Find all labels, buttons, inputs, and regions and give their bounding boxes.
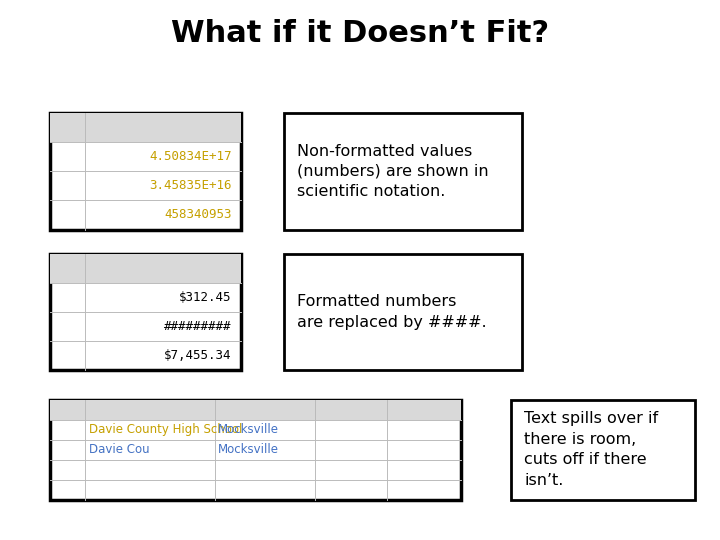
Text: What if it Doesn’t Fit?: What if it Doesn’t Fit? — [171, 19, 549, 48]
Text: 458340953: 458340953 — [164, 208, 232, 221]
FancyBboxPatch shape — [511, 400, 695, 500]
Text: Davie Cou: Davie Cou — [89, 443, 150, 456]
Text: Text spills over if
there is room,
cuts off if there
isn’t.: Text spills over if there is room, cuts … — [524, 411, 658, 488]
Text: Davie County High School: Davie County High School — [89, 423, 242, 436]
Text: Mocksville: Mocksville — [218, 443, 279, 456]
FancyBboxPatch shape — [50, 400, 461, 420]
Text: $312.45: $312.45 — [179, 291, 232, 304]
Text: #########: ######### — [164, 320, 232, 333]
FancyBboxPatch shape — [50, 113, 241, 230]
FancyBboxPatch shape — [50, 113, 241, 143]
FancyBboxPatch shape — [284, 254, 522, 370]
FancyBboxPatch shape — [284, 113, 522, 230]
FancyBboxPatch shape — [50, 400, 461, 500]
Text: 3.45835E+16: 3.45835E+16 — [149, 179, 232, 192]
FancyBboxPatch shape — [50, 254, 241, 283]
Text: Mocksville: Mocksville — [218, 423, 279, 436]
Text: Formatted numbers
are replaced by ####.: Formatted numbers are replaced by ####. — [297, 294, 487, 329]
Text: $7,455.34: $7,455.34 — [164, 349, 232, 362]
FancyBboxPatch shape — [50, 254, 241, 370]
Text: Non-formatted values
(numbers) are shown in
scientific notation.: Non-formatted values (numbers) are shown… — [297, 144, 489, 199]
Text: 4.50834E+17: 4.50834E+17 — [149, 151, 232, 164]
